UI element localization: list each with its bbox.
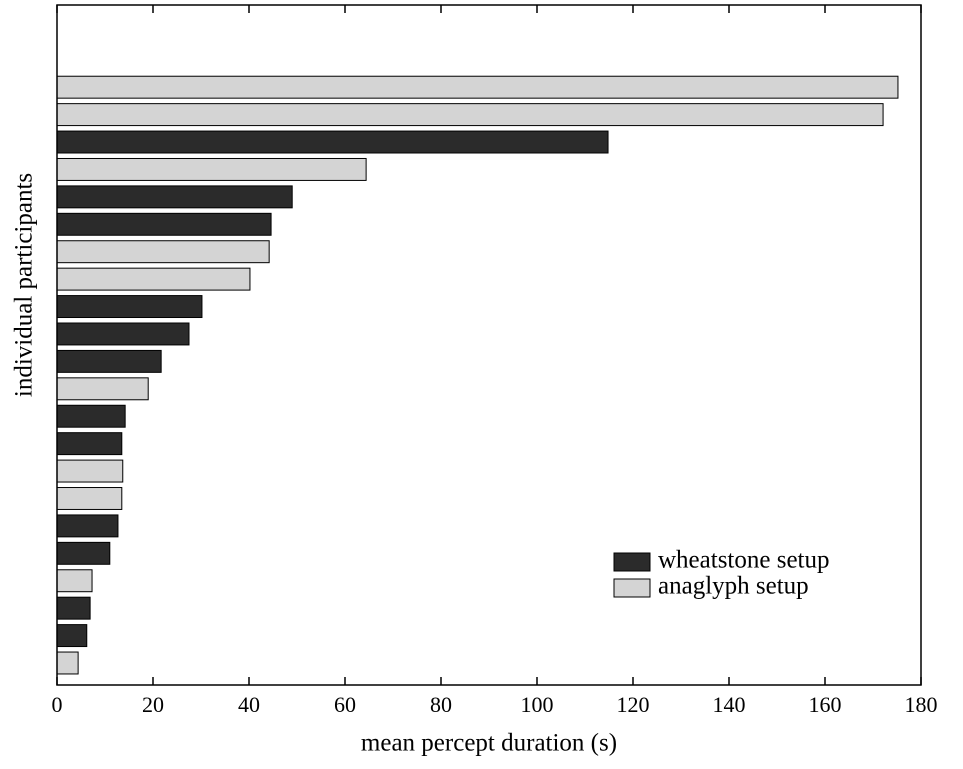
bar	[56, 377, 149, 401]
bar	[56, 157, 367, 181]
bar	[56, 651, 79, 675]
bar	[56, 487, 123, 510]
bar	[56, 596, 91, 620]
x-tick-label: 120	[617, 692, 650, 717]
x-tick-label: 0	[52, 692, 63, 717]
legend-swatch	[613, 578, 651, 598]
bar	[56, 130, 609, 154]
bar	[56, 185, 293, 209]
x-tick-label: 80	[430, 692, 452, 717]
bar	[56, 514, 119, 538]
bar	[56, 103, 884, 127]
legend-swatch	[613, 552, 651, 572]
x-tick-label: 100	[521, 692, 554, 717]
bar	[56, 212, 272, 236]
x-tick-label: 40	[238, 692, 260, 717]
bar	[56, 432, 123, 456]
legend-text: anaglyph setup	[658, 573, 809, 600]
bar	[56, 322, 190, 346]
legend-text: wheatstone setup	[658, 547, 829, 574]
bar	[56, 349, 162, 373]
x-tick-label: 160	[809, 692, 842, 717]
y-axis-label: individual participants	[11, 173, 38, 397]
x-tick-label: 20	[142, 692, 164, 717]
plot-frame	[56, 4, 922, 686]
bar	[56, 75, 899, 99]
x-tick-label: 140	[713, 692, 746, 717]
x-tick-label: 180	[905, 692, 938, 717]
bar	[56, 541, 111, 565]
bar	[56, 569, 93, 593]
bar	[56, 459, 124, 483]
bar	[56, 295, 203, 319]
x-axis-label: mean percept duration (s)	[361, 730, 617, 757]
bar	[56, 240, 270, 264]
bar	[56, 624, 88, 648]
bar	[56, 267, 251, 291]
x-tick-label: 60	[334, 692, 356, 717]
bar	[56, 404, 126, 428]
